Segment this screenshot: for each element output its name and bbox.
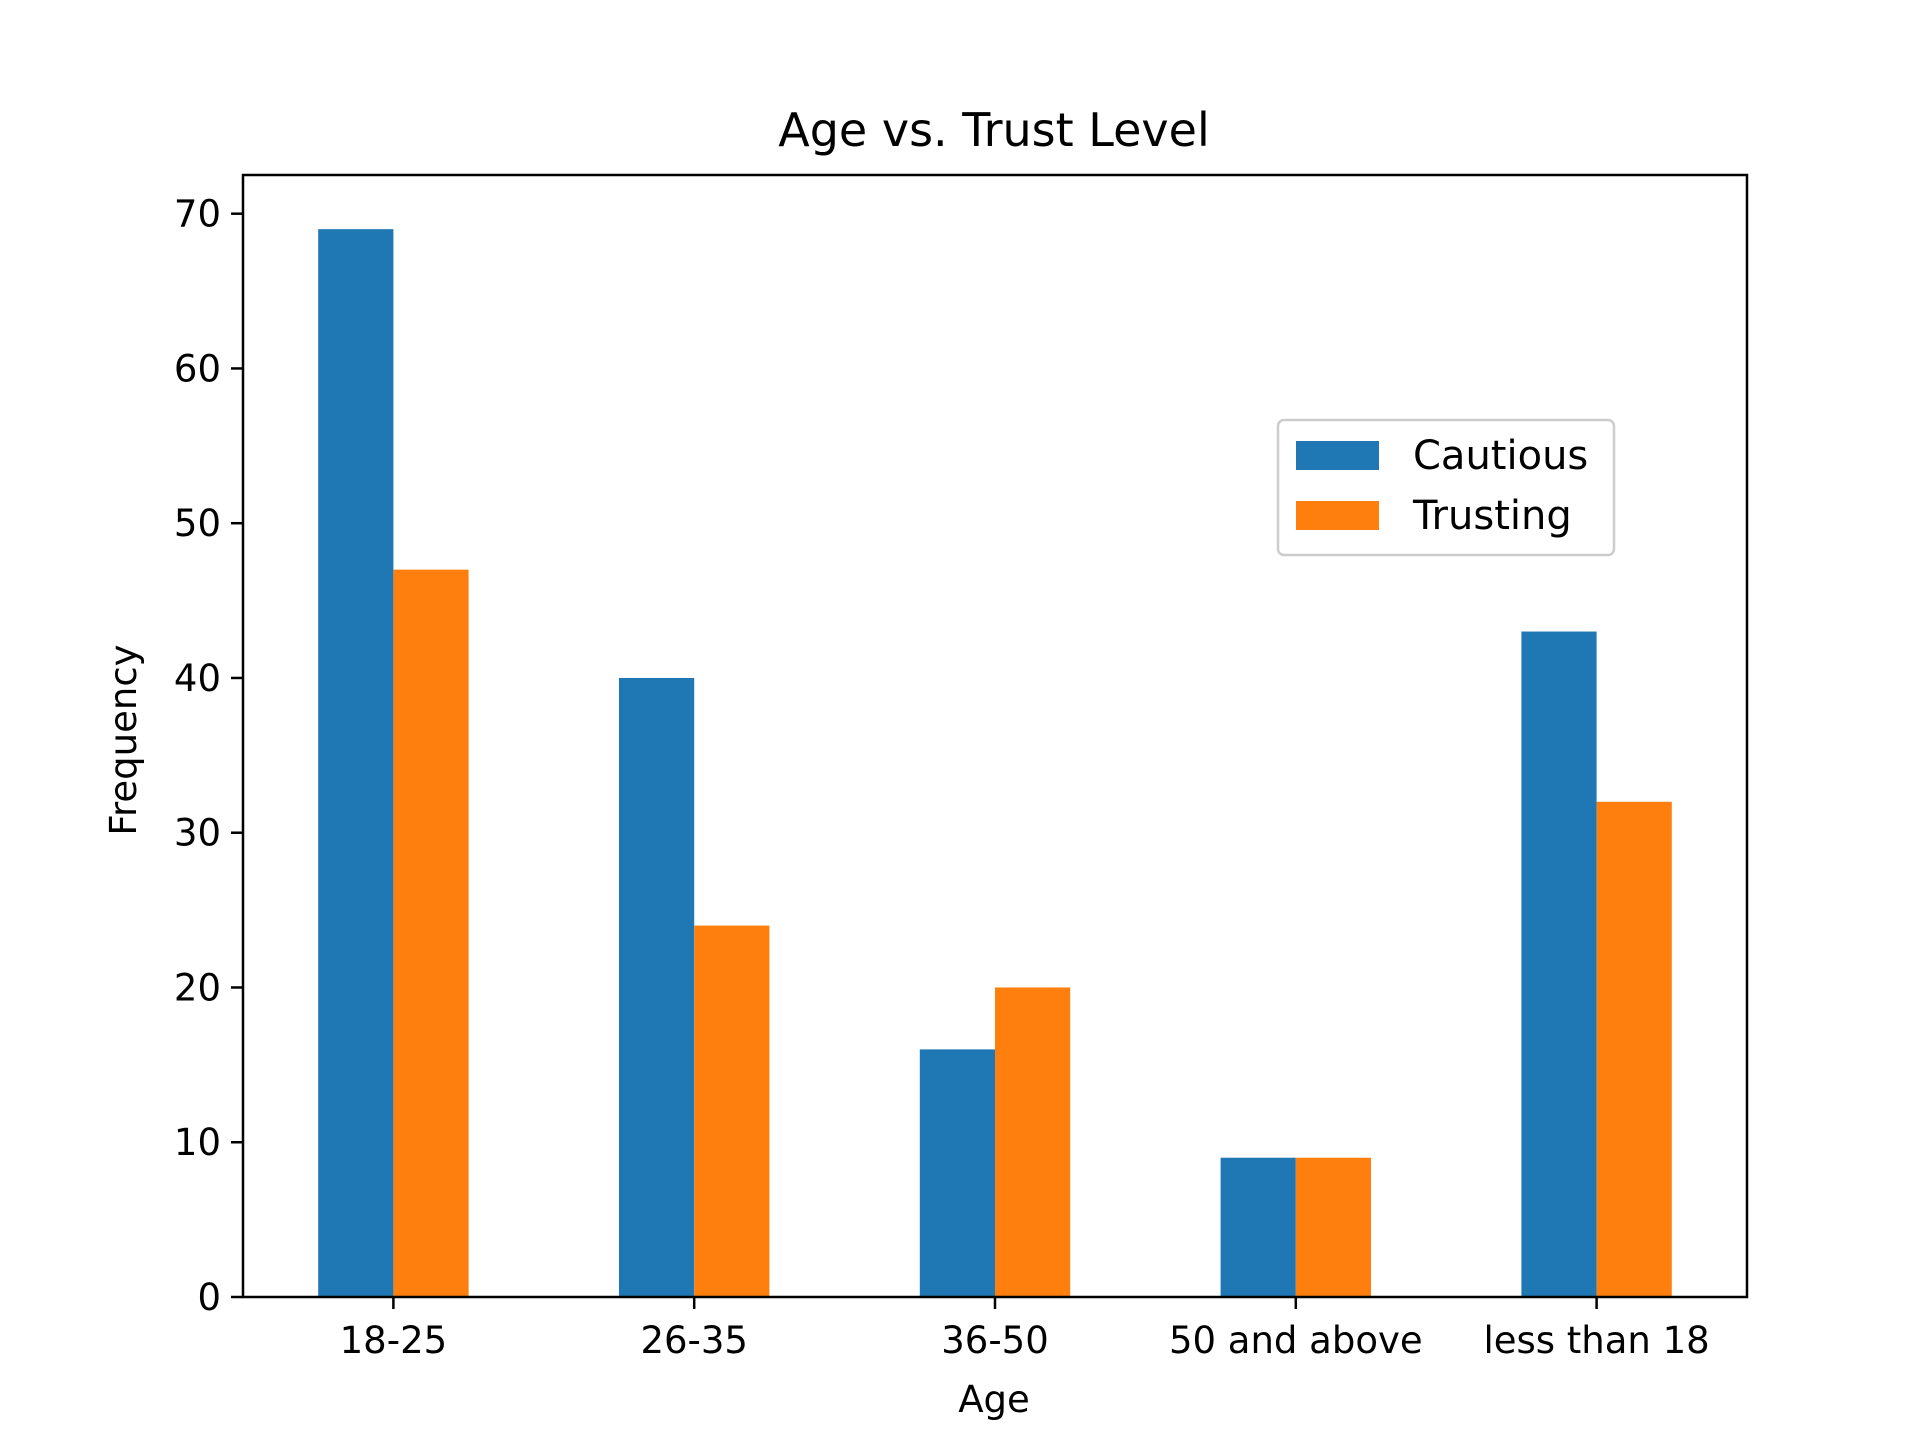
x-axis-label: Age: [958, 1378, 1030, 1421]
legend-swatch-cautious: [1296, 441, 1379, 470]
y-tick-label: 50: [174, 502, 221, 545]
bar-cautious-26-35: [619, 677, 695, 1297]
bar-trusting-50-and-above: [1295, 1157, 1371, 1297]
bar-trusting-26-35: [694, 925, 770, 1297]
y-tick-label: 60: [174, 347, 221, 390]
bar-trusting-36-50: [995, 987, 1071, 1297]
y-tick-label: 30: [174, 812, 221, 855]
bar-cautious-36-50: [919, 1049, 995, 1297]
bars-group: [318, 229, 1672, 1297]
legend-swatch-trusting: [1296, 501, 1379, 530]
bar-trusting-18-25: [393, 569, 469, 1297]
bar-trusting-less-than-18: [1596, 801, 1672, 1297]
y-tick-label: 10: [174, 1121, 221, 1164]
bar-cautious-50-and-above: [1220, 1157, 1296, 1297]
legend-label-cautious: Cautious: [1413, 433, 1588, 479]
x-tick-label: 36-50: [941, 1319, 1049, 1362]
legend-label-trusting: Trusting: [1412, 493, 1572, 539]
y-axis: 0 10 20 30 40 50 60 70: [174, 193, 243, 1319]
x-axis: 18-25 26-35 36-50 50 and above less than 18: [340, 1297, 1710, 1362]
y-axis-label: Frequency: [102, 644, 145, 835]
x-tick-label: 18-25: [340, 1319, 448, 1362]
y-tick-label: 70: [174, 193, 221, 236]
chart-title: Age vs. Trust Level: [778, 103, 1209, 157]
y-tick-label: 0: [197, 1276, 221, 1319]
plot-frame: [241, 173, 1749, 1299]
bar-cautious-18-25: [318, 229, 394, 1297]
bar-cautious-less-than-18: [1521, 631, 1597, 1297]
x-tick-label: 26-35: [640, 1319, 748, 1362]
y-tick-label: 20: [174, 966, 221, 1009]
x-tick-label: less than 18: [1483, 1319, 1709, 1362]
legend: Cautious Trusting: [1276, 418, 1616, 557]
y-tick-label: 40: [174, 657, 221, 700]
x-tick-label: 50 and above: [1169, 1319, 1423, 1362]
